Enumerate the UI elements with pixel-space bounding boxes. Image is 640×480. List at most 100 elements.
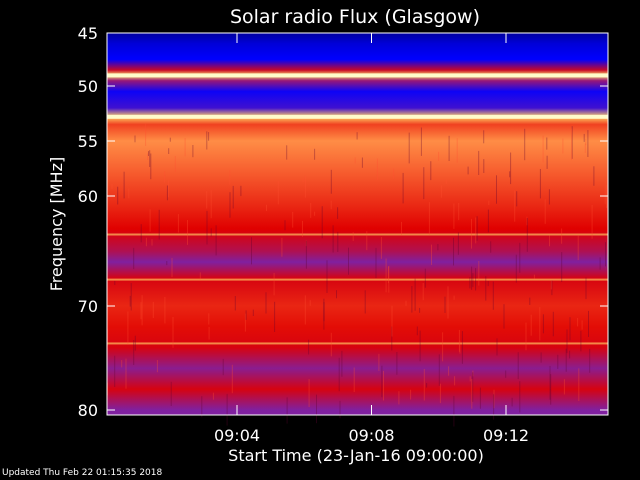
texture-streak	[310, 203, 312, 218]
texture-streak	[147, 153, 149, 160]
texture-streak	[562, 138, 564, 154]
texture-streak	[381, 365, 383, 398]
texture-streak	[337, 231, 339, 252]
texture-streak	[167, 180, 169, 198]
texture-streak	[472, 273, 474, 288]
texture-streak	[517, 352, 519, 380]
texture-streak	[525, 322, 527, 351]
texture-streak	[149, 209, 151, 232]
texture-streak	[284, 220, 286, 231]
texture-streak	[440, 185, 442, 198]
texture-streak	[158, 209, 160, 240]
texture-streak	[511, 397, 513, 407]
texture-streak	[274, 301, 276, 332]
texture-streak	[448, 366, 450, 376]
texture-streak	[302, 220, 303, 237]
texture-streak	[208, 326, 210, 340]
texture-streak	[166, 185, 168, 201]
texture-streak	[383, 370, 384, 401]
texture-streak	[469, 376, 471, 382]
texture-streak	[304, 175, 306, 198]
texture-streak	[308, 339, 310, 355]
texture-streak	[578, 368, 580, 401]
texture-streak	[234, 296, 236, 311]
texture-streak	[459, 340, 461, 354]
texture-streak	[339, 400, 341, 419]
texture-streak	[483, 159, 485, 173]
texture-streak	[467, 166, 469, 175]
y-tick-label: 80	[78, 401, 98, 420]
texture-streak	[166, 261, 168, 266]
texture-streak	[375, 247, 377, 279]
texture-streak	[552, 311, 554, 337]
texture-streak	[141, 295, 143, 326]
texture-streak	[326, 260, 328, 293]
updated-timestamp: Updated Thu Feb 22 01:15:35 2018	[2, 468, 163, 478]
texture-streak	[469, 277, 471, 289]
texture-streak	[133, 340, 135, 365]
texture-streak	[226, 393, 228, 426]
texture-streak	[472, 372, 474, 402]
texture-streak	[426, 383, 428, 388]
texture-streak	[192, 145, 194, 158]
texture-streak	[231, 364, 233, 394]
bright-band	[107, 233, 608, 236]
texture-streak	[475, 217, 477, 244]
texture-streak	[496, 175, 497, 204]
texture-streak	[366, 231, 368, 251]
texture-streak	[505, 370, 507, 378]
texture-streak	[164, 171, 166, 183]
texture-streak	[111, 183, 113, 189]
texture-streak	[150, 153, 152, 180]
texture-streak	[526, 217, 528, 252]
texture-streak	[265, 292, 267, 314]
texture-streak	[593, 166, 595, 186]
texture-streak	[405, 300, 407, 306]
texture-streak	[208, 313, 210, 325]
texture-streak	[419, 330, 421, 362]
texture-streak	[127, 311, 129, 345]
texture-streak	[206, 210, 208, 245]
texture-streak	[387, 266, 389, 284]
texture-streak	[156, 360, 158, 373]
texture-streak	[588, 310, 589, 337]
texture-streak	[330, 332, 332, 357]
texture-streak	[437, 244, 439, 251]
texture-streak	[591, 204, 593, 239]
bright-band	[107, 342, 608, 345]
texture-streak	[492, 281, 494, 310]
texture-streak	[478, 261, 480, 286]
texture-streak	[493, 389, 495, 409]
texture-streak	[530, 314, 532, 336]
texture-streak	[184, 138, 186, 157]
texture-streak	[133, 247, 135, 270]
texture-streak	[414, 278, 416, 311]
bright-band	[107, 278, 608, 281]
texture-streak	[461, 331, 463, 364]
heatmap-texture	[107, 123, 608, 427]
texture-streak	[140, 302, 142, 320]
texture-streak	[321, 206, 323, 239]
texture-streak	[493, 394, 495, 420]
texture-streak	[424, 268, 426, 288]
x-axis: 09:04 09:08 09:12	[214, 33, 529, 445]
texture-streak	[442, 332, 444, 362]
texture-streak	[134, 335, 136, 351]
texture-streak	[420, 127, 422, 156]
plot-frame	[106, 32, 609, 416]
texture-streak	[206, 131, 208, 150]
y-tick-label: 45	[78, 24, 98, 43]
texture-streak	[539, 169, 541, 199]
texture-streak	[252, 309, 254, 316]
texture-streak	[488, 200, 490, 205]
texture-streak	[408, 132, 410, 164]
texture-streak	[444, 296, 446, 313]
texture-streak	[148, 151, 149, 156]
texture-streak	[456, 138, 458, 163]
texture-streak	[222, 358, 224, 376]
texture-streak	[286, 397, 288, 424]
y-axis-label: Frequency [MHz]	[47, 157, 66, 291]
texture-streak	[479, 387, 481, 409]
bright-bands	[107, 73, 608, 345]
